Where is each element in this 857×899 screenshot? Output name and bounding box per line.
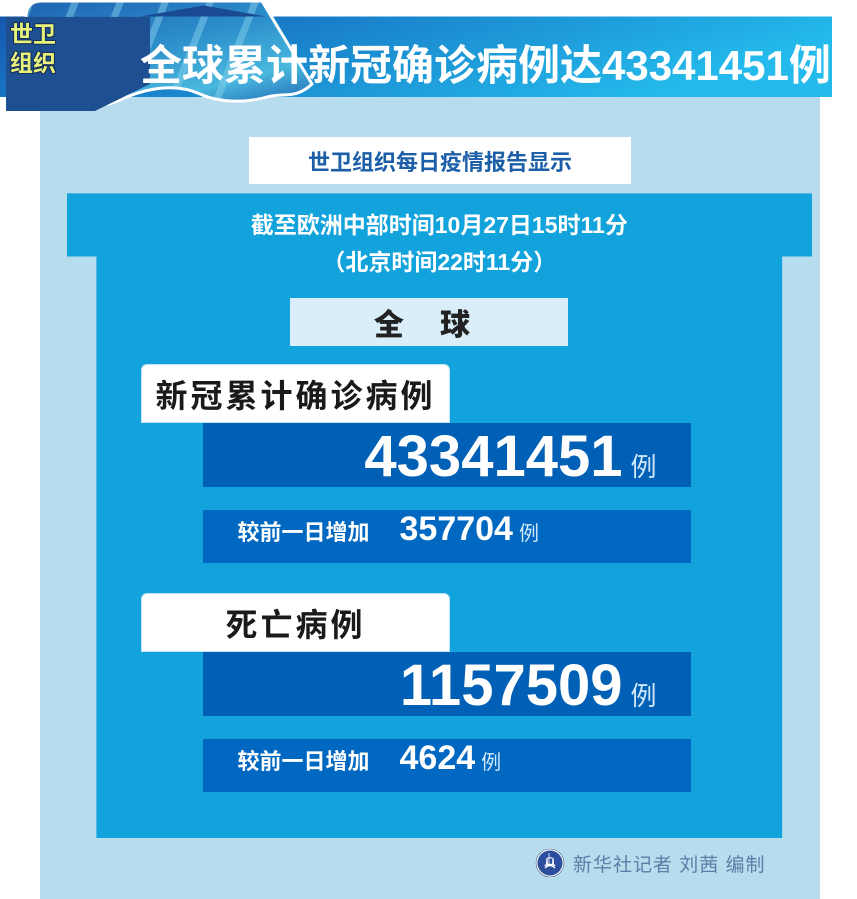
svg-text:XINHUA: XINHUA: [545, 867, 555, 871]
